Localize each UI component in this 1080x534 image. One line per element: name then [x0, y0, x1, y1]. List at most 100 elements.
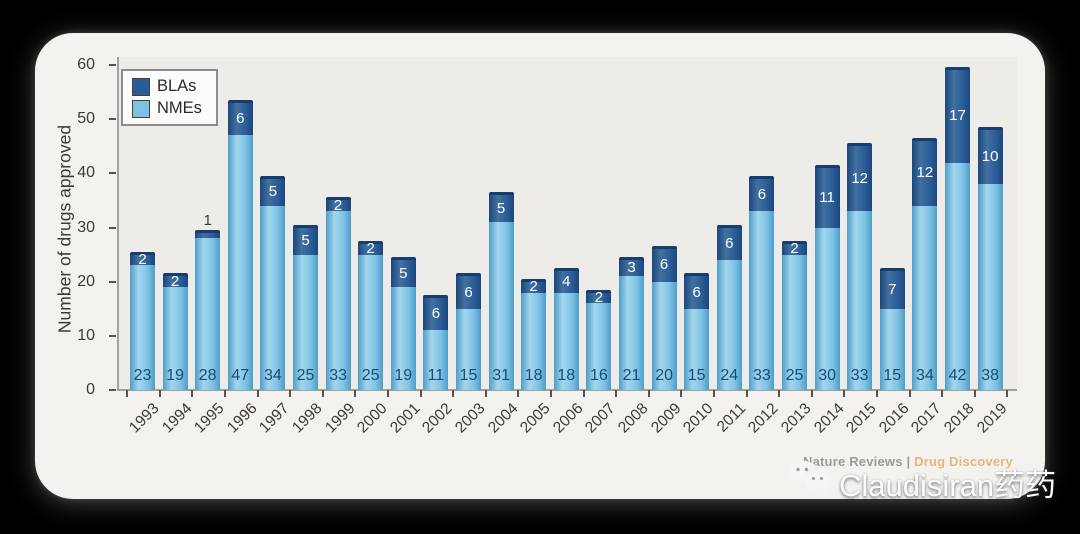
bla-segment-2009	[651, 246, 677, 282]
bla-count-label-1994: 2	[170, 272, 180, 290]
nme-count-label-1996: 47	[231, 367, 250, 384]
y-tick-mark	[109, 64, 116, 66]
y-tick-label: 60	[77, 56, 95, 73]
nme-segment-1997	[260, 202, 286, 390]
x-tick-mark	[321, 390, 324, 397]
bla-segment-1995	[195, 229, 221, 239]
bla-segment-2005	[521, 278, 547, 293]
bla-segment-2002	[423, 294, 449, 331]
nme-segment-1996	[227, 132, 253, 390]
bla-segment-1998	[293, 224, 318, 255]
x-tick-mark	[941, 390, 944, 397]
y-tick-mark	[109, 172, 116, 175]
x-tick-mark	[354, 390, 357, 397]
x-tick-mark	[191, 390, 194, 397]
nme-count-label-1995: 28	[198, 367, 217, 384]
x-tick-label-1998: 1998	[289, 400, 326, 437]
x-tick-mark	[517, 390, 520, 397]
x-tick-mark	[126, 390, 129, 397]
y-tick-label: 50	[77, 110, 95, 128]
bla-count-label-2001: 5	[399, 264, 408, 282]
nme-count-label-2011: 24	[720, 367, 739, 384]
x-tick-mark	[224, 390, 226, 397]
nme-count-label-2004: 31	[492, 367, 510, 384]
nme-count-label-1998: 25	[296, 367, 315, 384]
bla-count-label-2012: 6	[757, 186, 767, 203]
nme-segment-2010	[684, 305, 710, 390]
nme-count-label-2018: 42	[948, 367, 967, 384]
bla-count-label-1998: 5	[301, 232, 310, 250]
nme-count-label-2003: 15	[459, 367, 478, 384]
nme-count-label-2008: 21	[622, 367, 641, 384]
x-tick-mark	[876, 390, 878, 397]
bla-count-label-2017: 12	[916, 164, 934, 182]
nme-count-label-2013: 25	[785, 367, 804, 384]
bla-segment-2004	[488, 192, 514, 223]
x-tick-label-2000: 2000	[354, 400, 391, 437]
journal-name: Nature Reviews	[803, 454, 903, 469]
y-tick-mark	[109, 280, 116, 283]
nmes-swatch	[132, 99, 150, 118]
nme-count-label-2019: 38	[981, 367, 999, 384]
x-tick-label-2007: 2007	[582, 400, 619, 437]
x-tick-label-2013: 2013	[778, 400, 815, 437]
x-tick-mark	[289, 390, 292, 397]
nme-count-label-2012: 33	[752, 367, 771, 384]
y-tick-mark	[109, 226, 116, 229]
bla-count-label-2006: 4	[562, 272, 571, 290]
nme-segment-2018	[945, 159, 970, 390]
bla-count-label-2005: 2	[529, 278, 538, 296]
y-axis-line	[117, 57, 119, 390]
legend-item-blas: BLAs	[132, 77, 202, 96]
bla-count-label-2019: 10	[981, 148, 999, 166]
bla-count-label-2004: 5	[496, 199, 506, 217]
x-tick-label-1993: 1993	[126, 400, 163, 437]
nme-segment-2000	[358, 251, 384, 390]
watermark: Claudisiran药药	[788, 459, 1056, 506]
bla-segment-2013	[782, 240, 807, 255]
nme-segment-2014	[814, 224, 840, 390]
x-tick-mark	[1006, 390, 1009, 397]
nme-count-label-2010: 15	[687, 367, 706, 384]
legend-label-blas: BLAs	[157, 77, 197, 95]
nme-segment-2012	[749, 208, 775, 390]
x-tick-label-1999: 1999	[321, 400, 359, 437]
x-tick-mark	[550, 390, 552, 397]
x-tick-mark	[484, 390, 487, 397]
bla-segment-1996	[227, 99, 253, 136]
legend-item-nmes: NMEs	[132, 99, 202, 118]
bla-segment-2017	[912, 137, 938, 206]
nme-count-label-2014: 30	[818, 367, 836, 384]
source-attribution: Nature Reviews | Drug Discovery	[803, 454, 1013, 469]
x-tick-mark	[256, 390, 259, 397]
x-tick-label-2016: 2016	[875, 400, 913, 437]
nme-segment-2008	[619, 273, 644, 390]
plot-area: 0 10 20 30 40 50 60 2 23 1993 2 19 1994 1 28 1995 6 47 199…	[77, 56, 1017, 436]
x-tick-label-2008: 2008	[615, 400, 652, 437]
nme-segment-1998	[293, 251, 318, 390]
legend-label-nmes: NMEs	[157, 99, 202, 117]
x-tick-label-2014: 2014	[810, 400, 848, 437]
nme-segment-1993	[130, 262, 155, 390]
x-tick-mark	[387, 390, 389, 397]
x-tick-label-2002: 2002	[419, 400, 456, 437]
y-tick-label: 10	[77, 326, 95, 344]
nme-count-label-1999: 33	[329, 367, 347, 384]
x-tick-mark	[778, 390, 781, 397]
nme-segment-2015	[847, 208, 873, 390]
x-tick-mark	[452, 390, 455, 397]
y-tick-label: 0	[86, 381, 95, 398]
y-tick-label: 40	[77, 164, 95, 182]
bla-segment-2015	[847, 143, 873, 212]
x-tick-mark	[713, 390, 715, 397]
nme-segment-2002	[423, 327, 449, 390]
bla-count-label-2009: 6	[659, 256, 669, 274]
bla-count-label-2003: 6	[464, 283, 473, 301]
x-tick-mark	[680, 390, 683, 397]
publication-name: Drug Discovery	[914, 454, 1013, 469]
x-tick-label-2018: 2018	[941, 400, 978, 437]
x-tick-label-2019: 2019	[973, 400, 1011, 437]
x-tick-label-2011: 2011	[713, 400, 750, 436]
bla-count-label-2016: 7	[888, 280, 897, 298]
x-tick-label-2010: 2010	[680, 400, 717, 437]
